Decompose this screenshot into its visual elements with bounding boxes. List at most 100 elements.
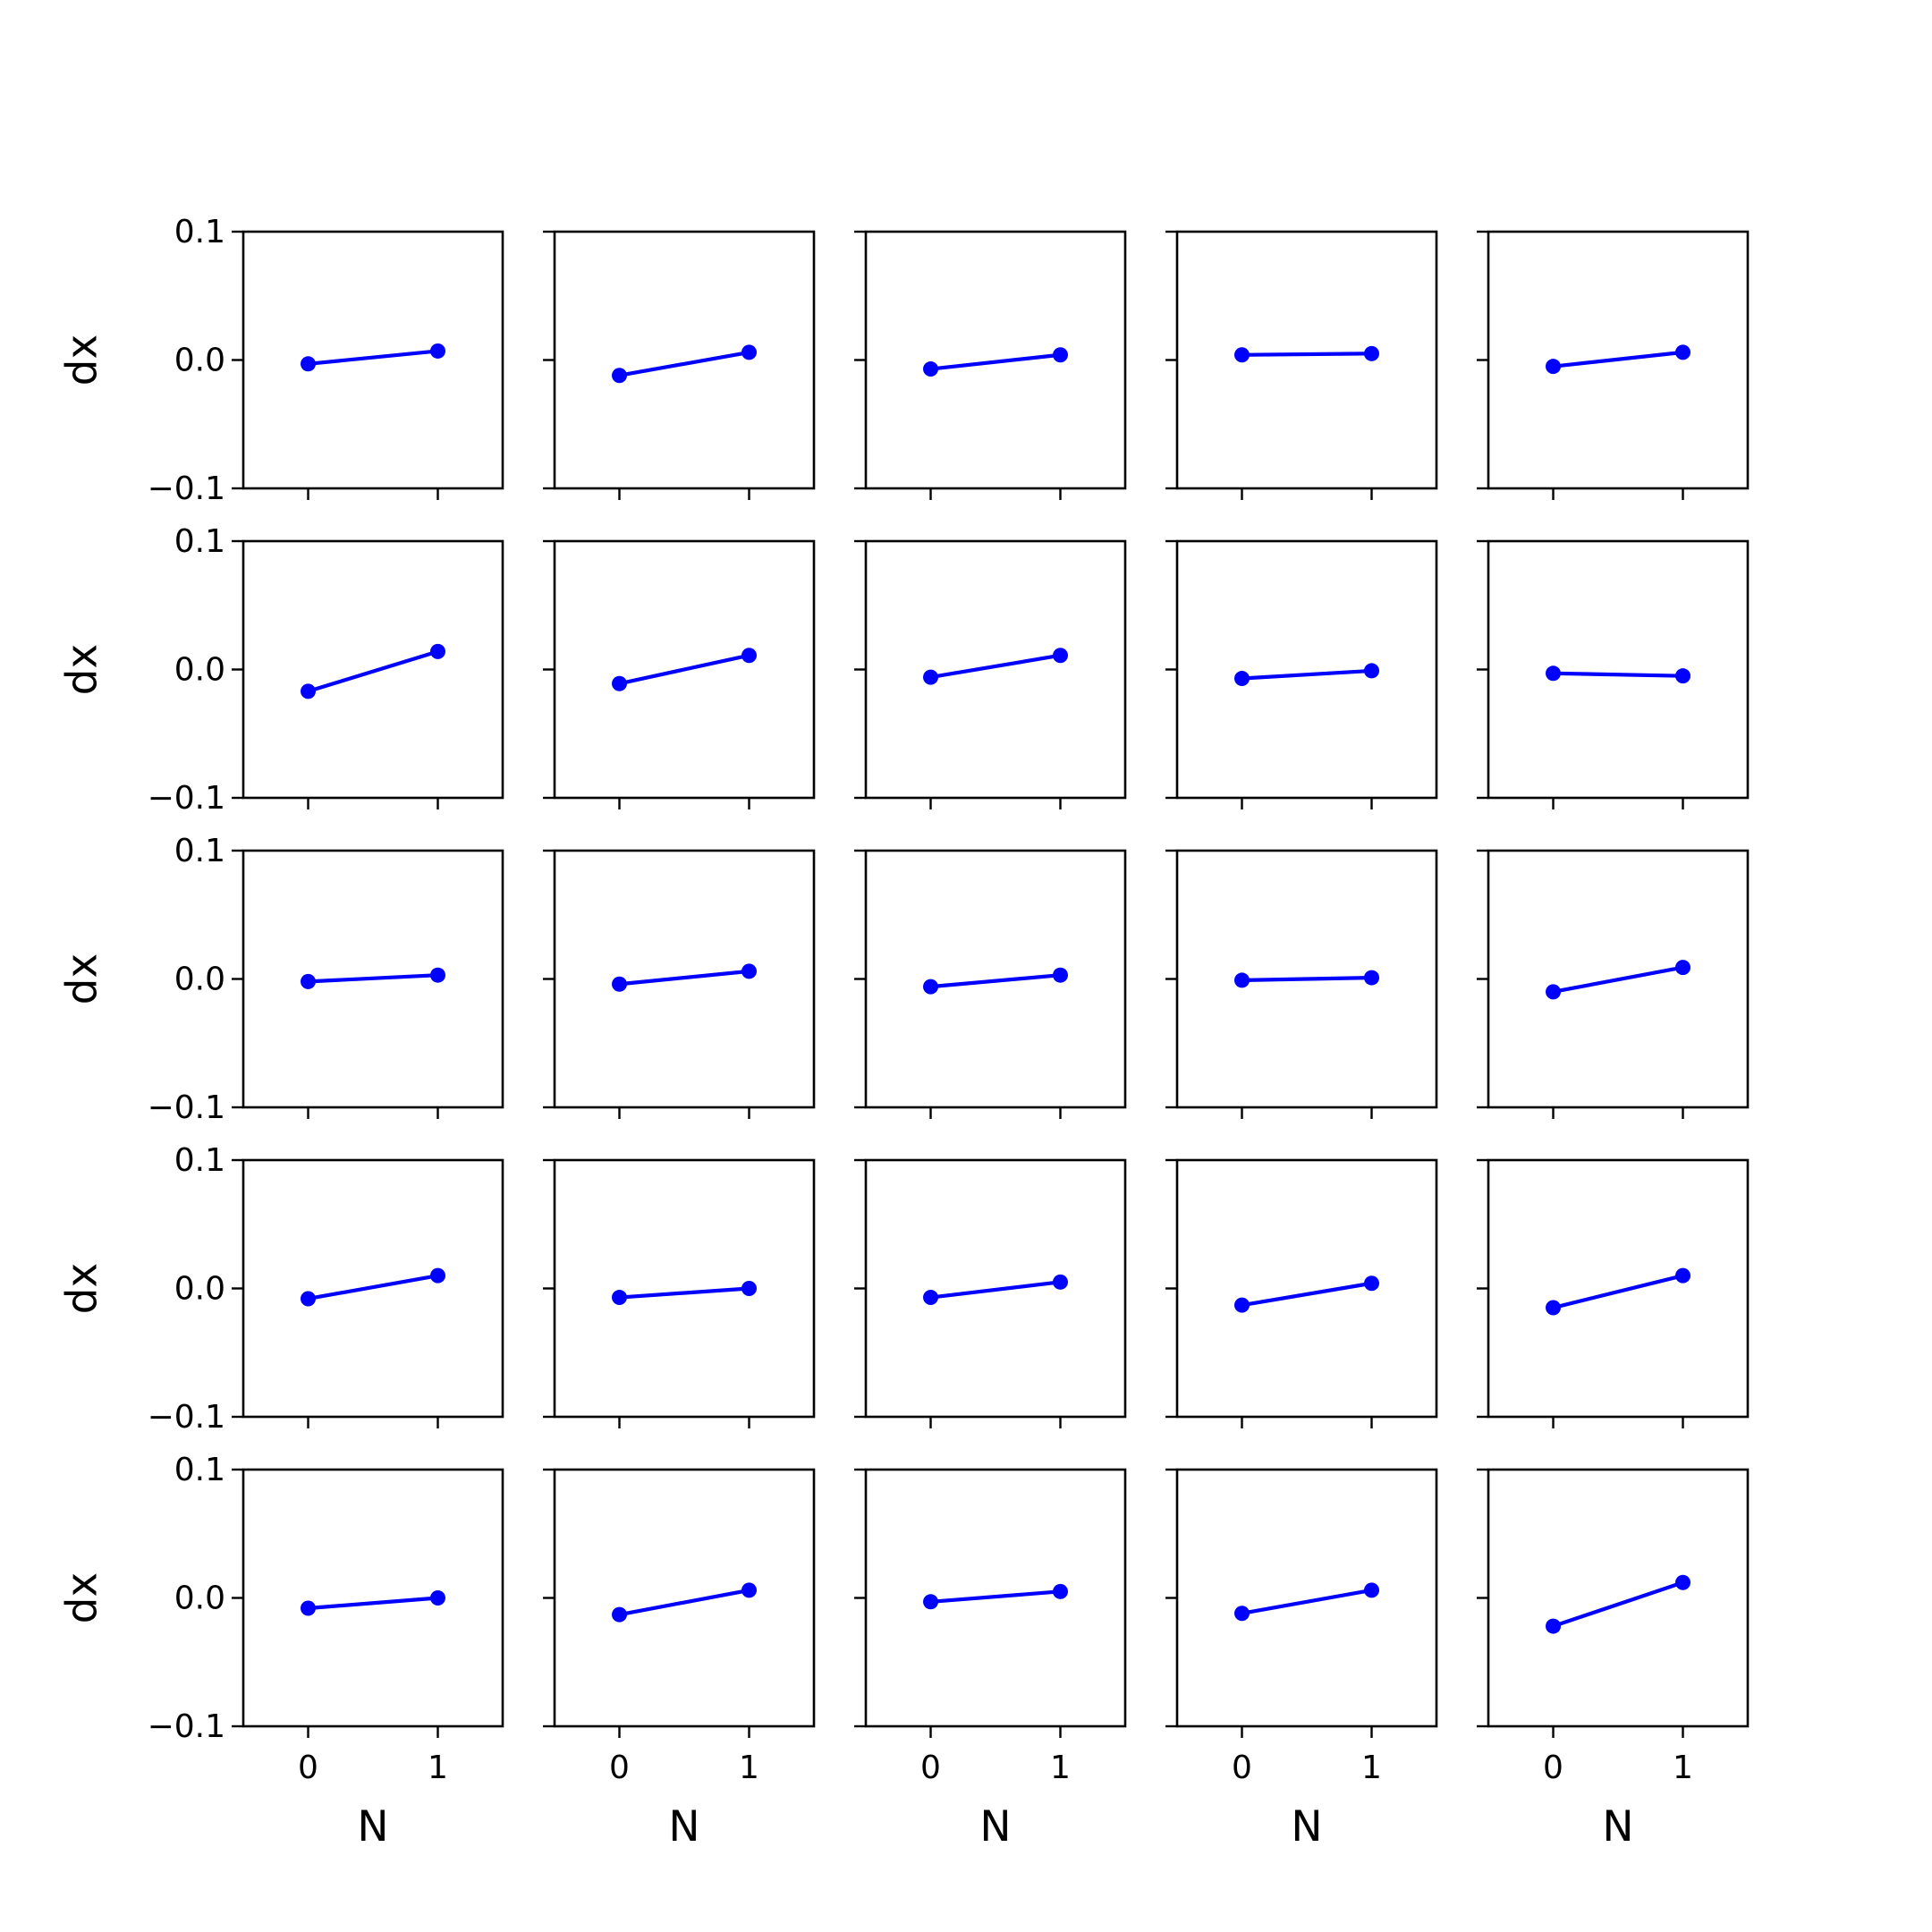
data-point (923, 1290, 938, 1306)
x-axis-label: N (1602, 1802, 1633, 1852)
subplot-r1-c1: 0.1 0.0 −0.1 dx (58, 214, 504, 507)
series-line (928, 352, 1063, 371)
subplot-r2-c5 (1477, 539, 1750, 809)
subplot-grid: 0.10.0−0.1dx0.10.0−0.1dx0.10.0−0.1dx0.10… (58, 214, 1750, 1852)
subplot-r2-c3 (854, 539, 1127, 809)
y-tick-label: −0.1 (148, 1708, 225, 1745)
y-tick-label: 0.1 (174, 523, 225, 560)
data-point (741, 1582, 757, 1598)
data-point (1675, 344, 1690, 360)
x-tick-label: 1 (1673, 1750, 1693, 1786)
y-tick-label: −0.1 (148, 780, 225, 817)
data-point (1546, 665, 1561, 682)
series-line (1240, 975, 1374, 983)
data-point (1546, 1300, 1561, 1316)
axes-frame (1487, 1468, 1750, 1728)
series-line (1551, 1274, 1685, 1310)
data-point (1364, 345, 1379, 361)
data-point (741, 344, 757, 360)
x-tick-label: 1 (739, 1750, 759, 1786)
data-point (612, 368, 627, 384)
data-point (741, 1281, 757, 1296)
subplot-r5-c3: 0 1 N (854, 1468, 1127, 1852)
series-line (306, 649, 440, 693)
y-tick-label: 0.0 (174, 962, 225, 998)
data-point (1234, 972, 1250, 988)
data-point (1675, 668, 1690, 684)
data-point (1675, 1267, 1690, 1284)
y-tick-label: −0.1 (148, 470, 225, 507)
y-tick-label: 0.0 (174, 1271, 225, 1308)
x-tick-label: 1 (428, 1750, 448, 1786)
x-tick-label: 0 (1232, 1750, 1252, 1786)
data-point (1675, 1574, 1690, 1590)
axes-frame (864, 539, 1127, 800)
axes-frame (1487, 1158, 1750, 1419)
subplot-r3-c4 (1165, 849, 1438, 1119)
data-point (1364, 1582, 1379, 1598)
data-point (1364, 1275, 1379, 1292)
data-point (923, 669, 938, 685)
data-point (1234, 671, 1250, 687)
subplot-r2-c4 (1165, 539, 1438, 809)
axes-frame (553, 230, 816, 490)
series-line (617, 1588, 751, 1617)
subplot-r4-c2 (543, 1158, 816, 1428)
data-point (923, 1594, 938, 1610)
x-tick-label: 0 (920, 1750, 941, 1786)
y-axis-label: dx (58, 953, 107, 1005)
series-line (306, 1274, 440, 1301)
data-point (1364, 970, 1379, 986)
series-line (306, 1596, 440, 1611)
series-line (928, 653, 1063, 680)
data-point (612, 976, 627, 992)
axes-frame (553, 1468, 816, 1728)
data-point (1053, 347, 1068, 363)
data-point (1053, 1583, 1068, 1599)
axes-frame (864, 230, 1127, 490)
y-tick-label: 0.0 (174, 343, 225, 379)
subplot-r4-c4 (1165, 1158, 1438, 1428)
subplot-r4-c3 (854, 1158, 1127, 1428)
series-line (617, 350, 751, 377)
axes-frame (864, 849, 1127, 1109)
y-axis-label: dx (58, 1263, 107, 1315)
data-point (1053, 967, 1068, 983)
y-axis-label: dx (58, 1572, 107, 1624)
data-point (1234, 1297, 1250, 1313)
axes-frame (1175, 230, 1438, 490)
data-point (430, 967, 445, 983)
x-tick-label: 0 (298, 1750, 318, 1786)
data-point (741, 963, 757, 979)
axes-frame (1175, 1158, 1438, 1419)
data-point (1364, 663, 1379, 679)
series-line (1551, 1580, 1685, 1629)
y-axis-label: dx (58, 335, 107, 386)
data-point (301, 356, 316, 372)
x-tick-label: 1 (1361, 1750, 1382, 1786)
subplot-r2-c2 (543, 539, 816, 809)
x-tick-label: 1 (1050, 1750, 1071, 1786)
x-axis-label: N (1291, 1802, 1322, 1852)
data-point (1675, 960, 1690, 976)
y-tick-label: −0.1 (148, 1089, 225, 1126)
y-tick-label: 0.1 (174, 1452, 225, 1488)
data-point (301, 973, 316, 989)
subplot-r1-c4 (1165, 230, 1438, 500)
series-line (928, 973, 1063, 989)
y-tick-label: 0.1 (174, 1142, 225, 1179)
series-line (1240, 1281, 1374, 1308)
data-point (612, 1606, 627, 1623)
series-line (617, 653, 751, 686)
data-point (612, 675, 627, 691)
data-point (430, 343, 445, 359)
axes-frame (242, 230, 504, 490)
data-point (301, 683, 316, 699)
subplot-r3-c3 (854, 849, 1127, 1119)
series-line (1551, 350, 1685, 369)
series-line (306, 349, 440, 366)
series-line (306, 973, 440, 984)
axes-frame (553, 1158, 816, 1419)
subplot-r4-c1: 0.1 0.0 −0.1 dx (58, 1142, 504, 1436)
y-tick-label: −0.1 (148, 1399, 225, 1436)
